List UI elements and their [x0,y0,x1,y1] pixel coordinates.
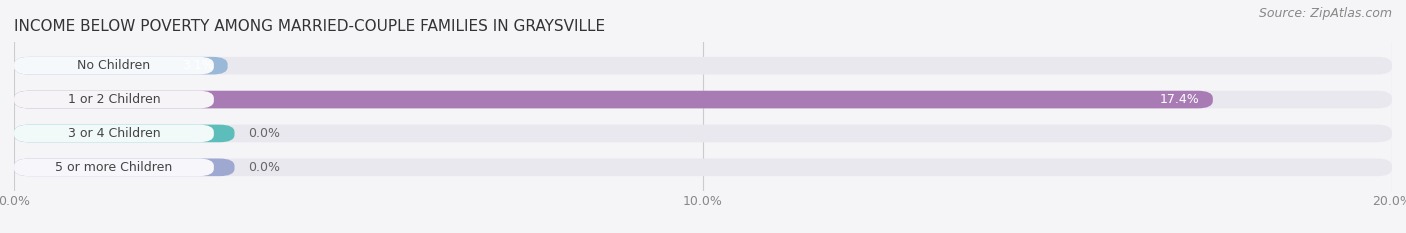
FancyBboxPatch shape [14,57,1392,75]
FancyBboxPatch shape [14,57,228,75]
FancyBboxPatch shape [14,125,235,142]
Text: 3 or 4 Children: 3 or 4 Children [67,127,160,140]
Text: Source: ZipAtlas.com: Source: ZipAtlas.com [1258,7,1392,20]
Text: No Children: No Children [77,59,150,72]
FancyBboxPatch shape [14,91,214,108]
Text: 0.0%: 0.0% [249,161,280,174]
FancyBboxPatch shape [14,91,1392,108]
Text: 1 or 2 Children: 1 or 2 Children [67,93,160,106]
FancyBboxPatch shape [14,91,1213,108]
FancyBboxPatch shape [14,158,1392,176]
Text: 0.0%: 0.0% [249,127,280,140]
FancyBboxPatch shape [14,158,235,176]
Text: 5 or more Children: 5 or more Children [55,161,173,174]
Text: INCOME BELOW POVERTY AMONG MARRIED-COUPLE FAMILIES IN GRAYSVILLE: INCOME BELOW POVERTY AMONG MARRIED-COUPL… [14,19,605,34]
FancyBboxPatch shape [14,125,214,142]
Text: 3.1%: 3.1% [183,59,214,72]
FancyBboxPatch shape [14,57,214,75]
Text: 17.4%: 17.4% [1160,93,1199,106]
FancyBboxPatch shape [14,158,214,176]
FancyBboxPatch shape [14,125,1392,142]
